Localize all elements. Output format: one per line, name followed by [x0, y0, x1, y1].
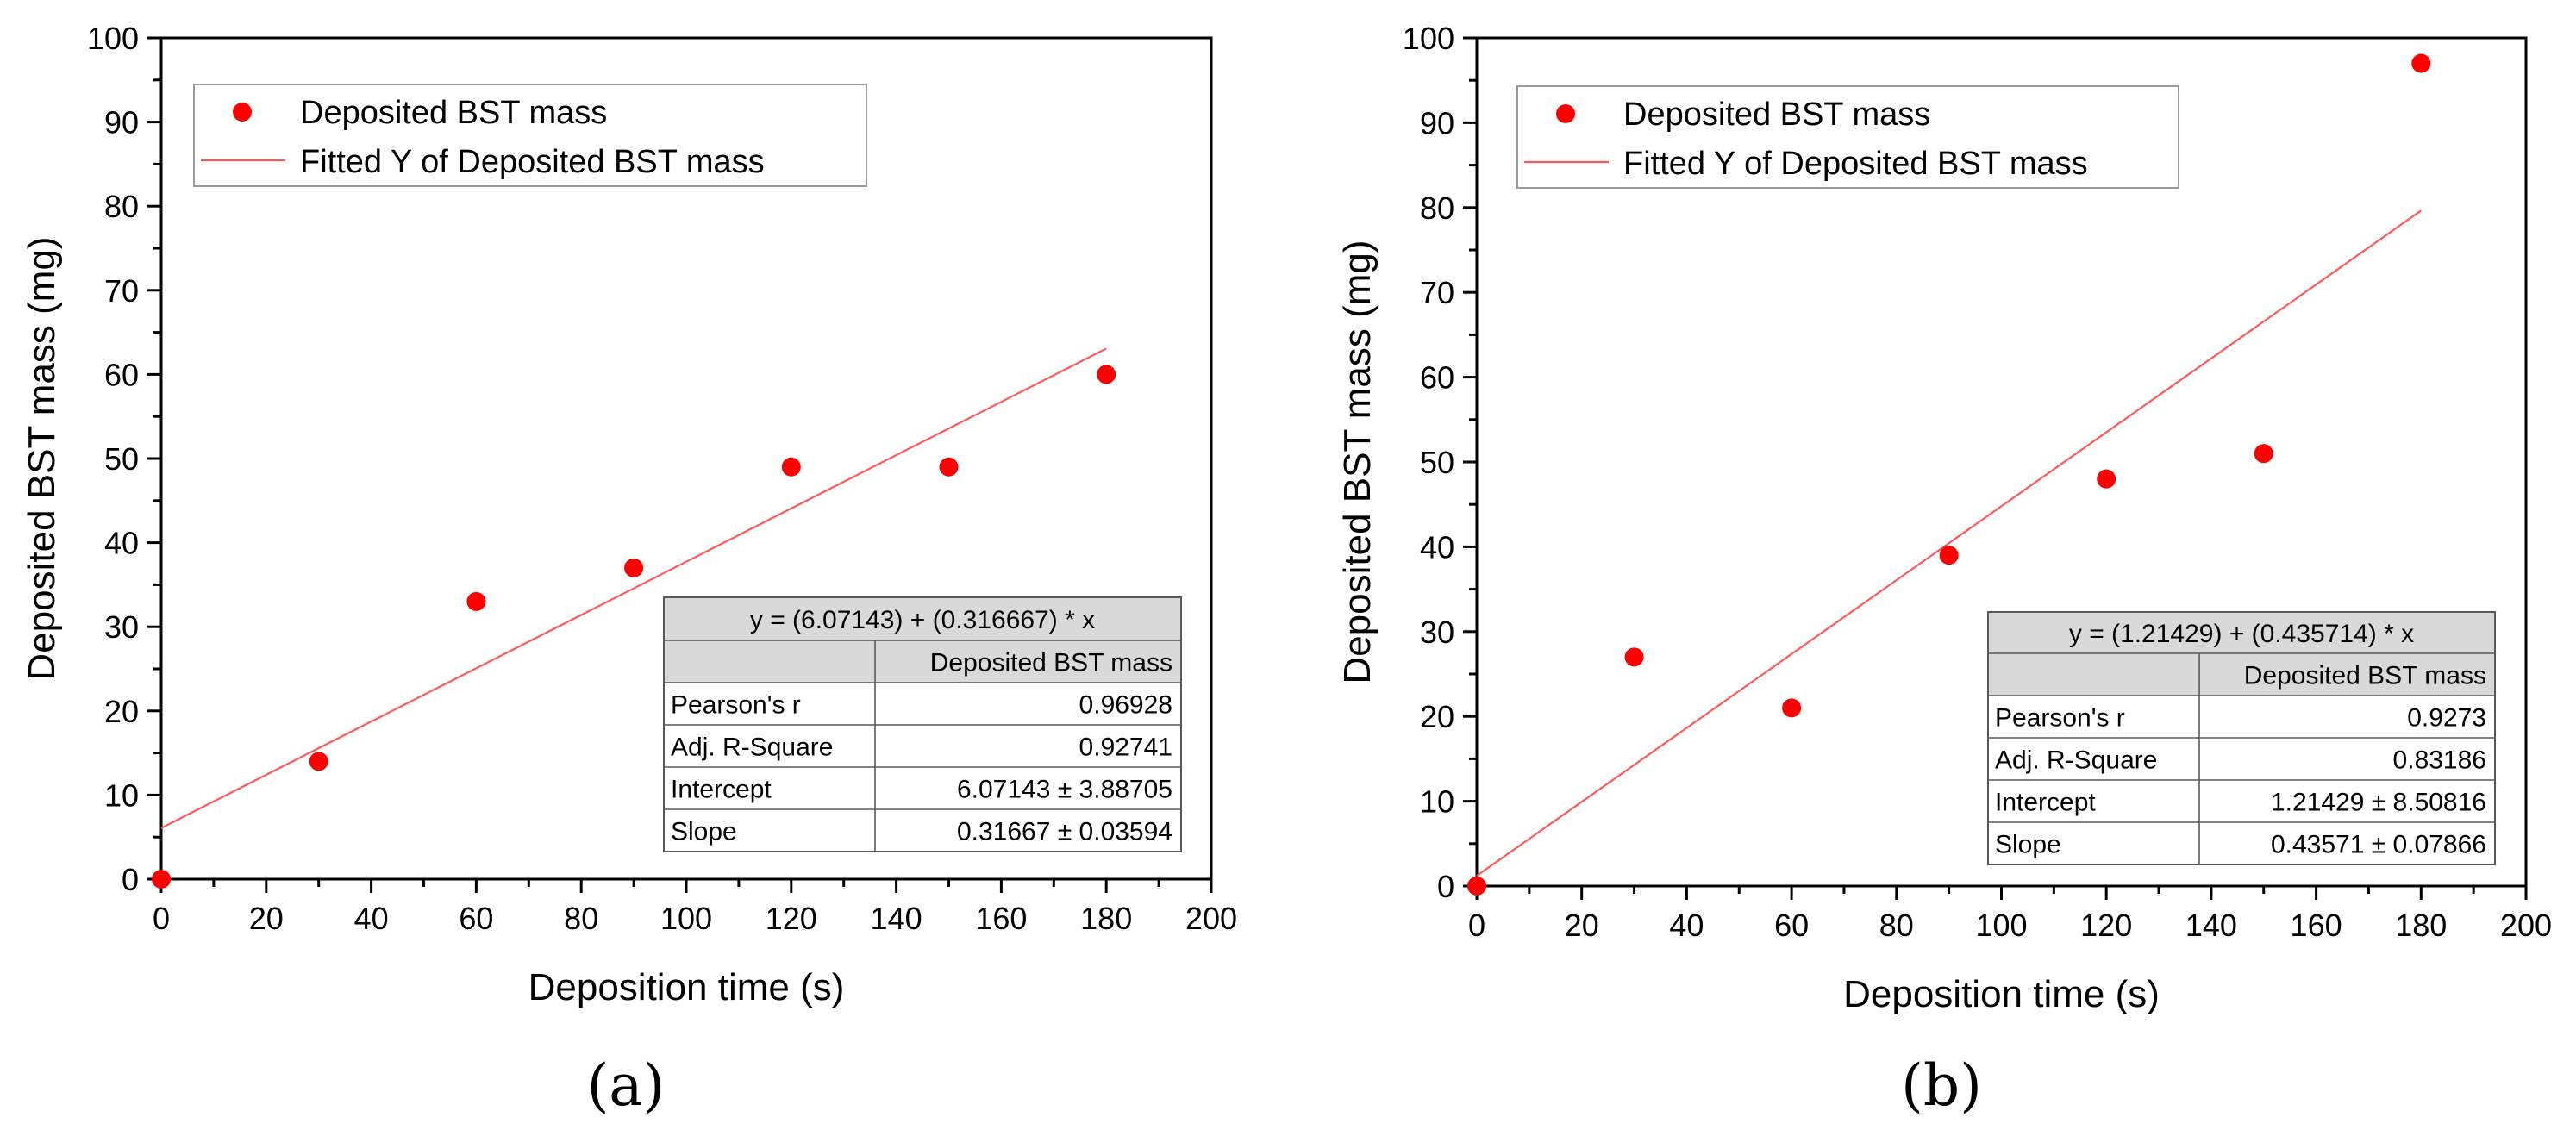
data-point — [1624, 647, 1644, 667]
fit-table-row-label: Adj. R-Square — [671, 733, 833, 762]
fit-table-row-value: 6.07143 ± 3.88705 — [957, 776, 1172, 804]
data-point — [152, 870, 171, 889]
x-tick-label: 100 — [660, 901, 712, 936]
x-tick-label: 160 — [975, 901, 1027, 936]
fit-table-row-value: 0.43571 ± 0.07866 — [2271, 831, 2486, 859]
x-tick-label: 60 — [1774, 908, 1809, 943]
y-tick-label: 50 — [1420, 445, 1454, 480]
data-point — [939, 457, 959, 477]
fit-table-column-header: Deposited BST mass — [2244, 662, 2486, 690]
legend-box — [1516, 85, 2179, 189]
fit-table-row-value: 0.92741 — [1079, 733, 1172, 762]
y-tick-label: 80 — [1420, 190, 1454, 226]
x-tick-label: 20 — [1565, 908, 1599, 943]
data-point — [1939, 546, 1959, 565]
fit-table-row-value: 0.83186 — [2393, 746, 2486, 775]
legend-label-scatter: Deposited BST mass — [300, 95, 607, 131]
fit-table-row-value: 0.9273 — [2407, 704, 2486, 733]
x-tick-label: 180 — [2395, 908, 2447, 943]
legend-box — [193, 84, 867, 187]
y-tick-label: 30 — [1420, 615, 1454, 650]
x-tick-label: 160 — [2291, 908, 2342, 943]
fit-table-row-label: Intercept — [1995, 789, 2096, 817]
x-tick-label: 140 — [2185, 908, 2237, 943]
x-axis-title: Deposition time (s) — [1843, 973, 2160, 1015]
y-axis-title: Deposited BST mass (mg) — [1336, 240, 1379, 683]
panel-label: (b) — [1901, 1052, 1982, 1119]
y-tick-label: 20 — [1420, 699, 1454, 734]
fit-table-row-value: 0.96928 — [1079, 691, 1172, 720]
x-tick-label: 0 — [153, 901, 170, 936]
y-tick-label: 40 — [104, 526, 139, 561]
panel-label: (a) — [587, 1052, 666, 1119]
chart-panel-b: 0 20 40 60 80 100 120 140 160 180 200 0 10 20 30 40 50 60… — [1336, 21, 2552, 1119]
y-tick-label: 90 — [1420, 105, 1454, 140]
legend-label-fit: Fitted Y of Deposited BST mass — [1623, 146, 2088, 182]
x-tick-label: 180 — [1080, 901, 1132, 936]
x-tick-label: 120 — [2080, 908, 2132, 943]
fit-line — [160, 347, 1107, 829]
data-point — [2097, 469, 2116, 489]
data-point — [466, 591, 486, 611]
x-tick-label: 20 — [249, 901, 284, 936]
data-point — [781, 457, 801, 477]
y-tick-label: 0 — [122, 862, 139, 897]
y-tick-label: 60 — [104, 357, 139, 392]
x-tick-label: 120 — [766, 901, 817, 936]
y-tick-label: 40 — [1420, 529, 1454, 565]
x-tick-label: 40 — [354, 901, 389, 936]
fit-table-row-value: 0.31667 ± 0.03594 — [957, 818, 1172, 846]
x-tick-label: 0 — [1468, 908, 1485, 943]
legend-label-scatter: Deposited BST mass — [1623, 97, 1930, 133]
data-point — [2254, 444, 2273, 464]
x-tick-label: 80 — [564, 901, 598, 936]
legend-marker — [233, 103, 252, 122]
y-tick-label: 10 — [104, 777, 139, 813]
fit-equation: y = (6.07143) + (0.316667) * x — [750, 606, 1095, 634]
fit-equation: y = (1.21429) + (0.435714) * x — [2069, 620, 2414, 648]
y-tick-label: 0 — [1437, 869, 1454, 904]
fit-line — [1476, 209, 2422, 877]
fit-table-row-label: Adj. R-Square — [1995, 746, 2157, 775]
data-point — [1467, 877, 1486, 896]
y-tick-label: 80 — [104, 189, 139, 224]
y-tick-label: 100 — [1403, 21, 1454, 56]
y-tick-label: 50 — [104, 441, 139, 477]
y-tick-label: 70 — [104, 273, 139, 309]
x-tick-label: 40 — [1669, 908, 1704, 943]
data-point — [1782, 698, 1802, 718]
x-tick-label: 200 — [2500, 908, 2552, 943]
y-tick-label: 90 — [104, 105, 139, 140]
y-tick-label: 20 — [104, 694, 139, 729]
fit-table-row-label: Pearson's r — [671, 691, 801, 720]
fit-table-column-header: Deposited BST mass — [930, 649, 1172, 677]
chart-panel-a: 0 20 40 60 80 100 120 140 160 180 200 0 10 20 30 40 50 60… — [21, 21, 1237, 1119]
y-tick-label: 10 — [1420, 784, 1454, 820]
data-point — [2411, 53, 2431, 73]
legend-marker — [1556, 104, 1575, 123]
y-tick-label: 60 — [1420, 360, 1454, 396]
x-tick-label: 60 — [459, 901, 493, 936]
x-axis-title: Deposition time (s) — [528, 966, 845, 1008]
y-axis-title: Deposited BST mass (mg) — [21, 236, 63, 680]
legend-label-fit: Fitted Y of Deposited BST mass — [300, 144, 765, 180]
data-point — [624, 558, 644, 577]
fit-table-row-label: Slope — [1995, 831, 2061, 859]
fit-table-row-label: Pearson's r — [1995, 704, 2125, 733]
fit-table-row-value: 1.21429 ± 8.50816 — [2271, 789, 2486, 817]
data-point — [309, 752, 328, 771]
fit-table-row-label: Slope — [671, 818, 737, 846]
fit-table-row-label: Intercept — [671, 776, 772, 804]
data-point — [1097, 365, 1116, 384]
x-tick-label: 100 — [1975, 908, 2027, 943]
y-tick-label: 70 — [1420, 275, 1454, 310]
x-tick-label: 140 — [871, 901, 922, 936]
x-tick-label: 200 — [1185, 901, 1237, 936]
y-tick-label: 30 — [104, 609, 139, 645]
x-tick-label: 80 — [1879, 908, 1914, 943]
y-tick-label: 100 — [87, 21, 139, 56]
